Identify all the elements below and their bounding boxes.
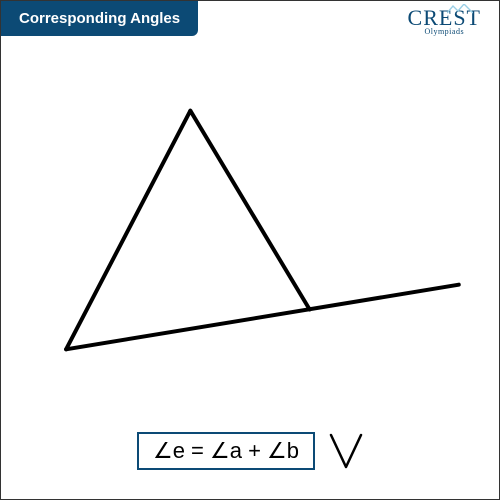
formula-box: ∠e = ∠a + ∠b (137, 432, 315, 470)
formula-row: ∠e = ∠a + ∠b (1, 431, 499, 471)
brand-logo: CREST Olympiads (408, 7, 481, 36)
page-title: Corresponding Angles (1, 1, 198, 36)
diagram (1, 61, 499, 399)
triangle-figure (1, 61, 499, 399)
mountain-icon (447, 4, 473, 14)
header-bar: Corresponding Angles CREST Olympiads (1, 1, 499, 43)
checkmark-icon (329, 431, 363, 471)
